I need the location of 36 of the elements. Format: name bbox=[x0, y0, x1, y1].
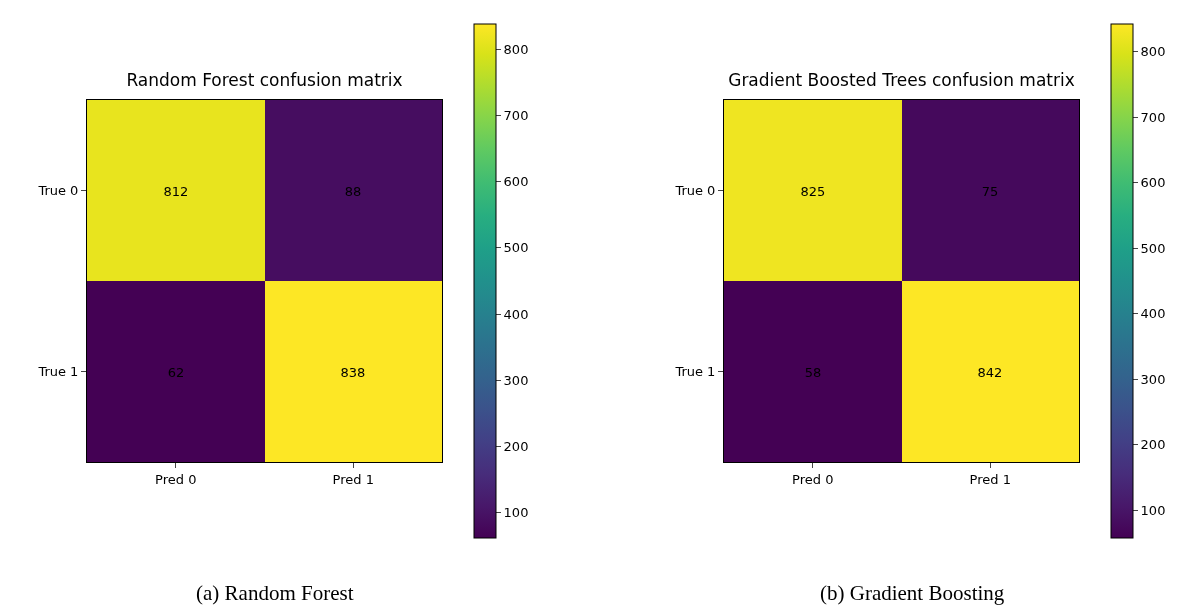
text: (b) Gradient Boosting bbox=[820, 581, 1005, 605]
color-bar-label: 100 bbox=[503, 505, 529, 521]
x-tick-label: Pred 1 bbox=[332, 471, 374, 487]
color-bar-label: 200 bbox=[503, 439, 529, 455]
color-bar-label: 200 bbox=[1140, 437, 1166, 453]
data-label: 75 bbox=[981, 183, 999, 199]
color-bar-label: 400 bbox=[503, 306, 529, 322]
color-bar-label: 700 bbox=[503, 107, 529, 123]
chart-title: Gradient Boosted Trees confusion matrix bbox=[728, 69, 1075, 90]
color-bar-label: 700 bbox=[1140, 109, 1166, 125]
y-tick-label: True 0 bbox=[674, 183, 716, 199]
color-bar-label: 800 bbox=[1140, 44, 1166, 60]
x-tick-label: Pred 1 bbox=[969, 471, 1011, 487]
data-label: 62 bbox=[167, 364, 185, 380]
color-bar-label: 600 bbox=[503, 174, 529, 190]
color-bar-label: 300 bbox=[1140, 371, 1166, 387]
y-tick-label: True 1 bbox=[37, 364, 79, 380]
color-bar-label: 500 bbox=[503, 240, 529, 256]
color-bar-label: 800 bbox=[503, 41, 529, 57]
data-label: 58 bbox=[804, 364, 822, 380]
color-bar-label: 500 bbox=[1140, 240, 1166, 256]
data-label: 88 bbox=[344, 183, 362, 199]
x-tick-label: Pred 0 bbox=[155, 471, 197, 487]
color-bar-label: 400 bbox=[1140, 306, 1166, 322]
y-tick-label: True 0 bbox=[37, 183, 79, 199]
text: (a) Random Forest bbox=[196, 581, 354, 605]
data-label: 842 bbox=[977, 364, 1003, 380]
color-bar-label: 600 bbox=[1140, 175, 1166, 191]
color-bar-label: 100 bbox=[1140, 503, 1166, 519]
x-tick-label: Pred 0 bbox=[792, 471, 834, 487]
data-label: 838 bbox=[340, 364, 366, 380]
y-tick-label: True 1 bbox=[674, 364, 716, 380]
chart-title: Random Forest confusion matrix bbox=[126, 69, 403, 90]
data-label: 812 bbox=[163, 183, 189, 199]
color-bar-label: 300 bbox=[503, 372, 529, 388]
data-label: 825 bbox=[800, 183, 826, 199]
